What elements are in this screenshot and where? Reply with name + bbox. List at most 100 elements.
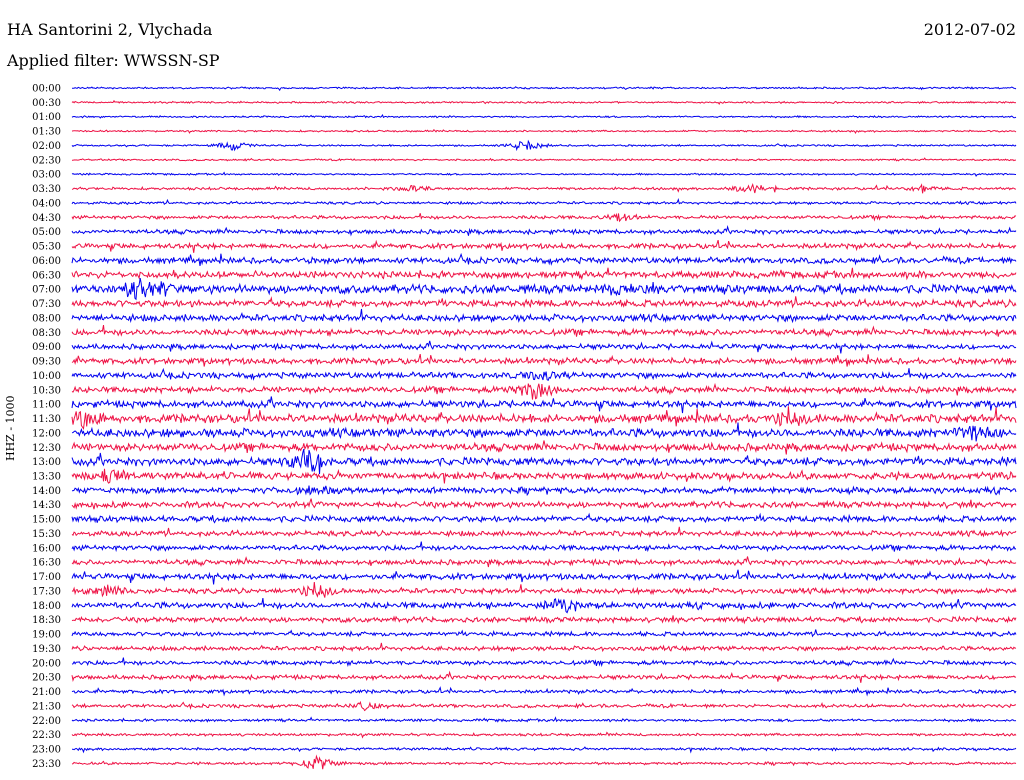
time-tick-label: 18:00 bbox=[32, 601, 61, 612]
trace-23:00 bbox=[72, 746, 1017, 754]
seismic-traces bbox=[71, 86, 1017, 770]
trace-10:00 bbox=[71, 367, 1017, 382]
time-tick-label: 06:30 bbox=[32, 270, 61, 281]
trace-18:00 bbox=[71, 598, 1017, 614]
tick-labels: 00:00 00:30 01:00 01:30 02:00 02:30 03:00 03:30… bbox=[32, 84, 61, 770]
time-tick-label: 06:00 bbox=[32, 256, 61, 267]
trace-22:30 bbox=[71, 731, 1017, 739]
time-tick-label: 21:30 bbox=[32, 701, 61, 712]
time-tick-label: 14:00 bbox=[32, 486, 61, 497]
time-tick-label: 07:30 bbox=[32, 299, 61, 310]
time-tick-label: 19:30 bbox=[32, 644, 61, 655]
time-tick-label: 15:00 bbox=[32, 515, 61, 526]
trace-13:00 bbox=[71, 448, 1017, 475]
time-tick-label: 03:30 bbox=[32, 184, 61, 195]
trace-18:30 bbox=[71, 615, 1017, 625]
time-tick-label: 20:00 bbox=[32, 658, 61, 669]
time-tick-label: 00:30 bbox=[32, 98, 61, 109]
time-tick-label: 07:00 bbox=[32, 285, 61, 296]
trace-17:30 bbox=[71, 581, 1017, 598]
time-tick-label: 15:30 bbox=[32, 529, 61, 540]
trace-02:00 bbox=[71, 139, 1017, 152]
trace-01:00 bbox=[71, 113, 1017, 119]
time-tick-label: 17:30 bbox=[32, 586, 61, 597]
time-tick-label: 01:30 bbox=[32, 127, 61, 138]
time-tick-label: 09:30 bbox=[32, 357, 61, 368]
time-tick-label: 03:00 bbox=[32, 170, 61, 181]
trace-14:00 bbox=[71, 485, 1017, 497]
trace-07:30 bbox=[71, 296, 1017, 309]
time-tick-label: 00:00 bbox=[32, 84, 61, 95]
time-tick-label: 16:30 bbox=[32, 558, 61, 569]
trace-13:30 bbox=[71, 468, 1017, 484]
trace-08:30 bbox=[71, 325, 1017, 338]
trace-03:30 bbox=[71, 183, 1017, 194]
time-tick-label: 04:00 bbox=[32, 198, 61, 209]
time-tick-label: 22:00 bbox=[32, 716, 61, 727]
trace-10:30 bbox=[71, 382, 1017, 400]
time-tick-label: 17:00 bbox=[32, 572, 61, 583]
trace-09:30 bbox=[71, 353, 1017, 367]
trace-15:00 bbox=[71, 512, 1017, 524]
time-tick-label: 11:00 bbox=[32, 400, 61, 411]
trace-06:30 bbox=[71, 267, 1017, 281]
time-tick-label: 09:00 bbox=[32, 342, 61, 353]
filter-label: Applied filter: WWSSN-SP bbox=[7, 51, 220, 70]
trace-02:30 bbox=[71, 157, 1016, 162]
time-tick-label: 19:00 bbox=[32, 630, 61, 641]
time-tick-label: 22:30 bbox=[32, 730, 61, 741]
trace-19:00 bbox=[71, 629, 1017, 638]
time-tick-label: 01:00 bbox=[32, 112, 61, 123]
time-tick-label: 14:30 bbox=[32, 500, 61, 511]
time-tick-label: 16:00 bbox=[32, 543, 61, 554]
trace-11:30 bbox=[71, 406, 1017, 430]
time-tick-label: 12:30 bbox=[32, 443, 61, 454]
trace-16:30 bbox=[71, 556, 1017, 568]
trace-19:30 bbox=[71, 642, 1017, 653]
time-tick-label: 10:30 bbox=[32, 385, 61, 396]
trace-05:00 bbox=[71, 225, 1017, 237]
trace-15:30 bbox=[71, 526, 1017, 539]
trace-05:30 bbox=[71, 239, 1017, 253]
trace-09:00 bbox=[71, 340, 1017, 354]
trace-17:00 bbox=[71, 569, 1017, 585]
trace-04:00 bbox=[71, 197, 1017, 206]
trace-01:30 bbox=[71, 128, 1017, 135]
time-tick-label: 08:30 bbox=[32, 328, 61, 339]
trace-11:00 bbox=[71, 396, 1017, 414]
station-title: HA Santorini 2, Vlychada bbox=[7, 20, 213, 39]
time-tick-label: 02:00 bbox=[32, 141, 61, 152]
date-label: 2012-07-02 bbox=[923, 20, 1016, 39]
trace-08:00 bbox=[71, 308, 1017, 324]
trace-03:00 bbox=[71, 171, 1016, 177]
trace-23:30 bbox=[71, 754, 1017, 770]
time-tick-label: 21:00 bbox=[32, 687, 61, 698]
time-tick-label: 05:30 bbox=[32, 242, 61, 253]
trace-07:00 bbox=[71, 278, 1017, 301]
time-tick-label: 13:30 bbox=[32, 471, 61, 482]
trace-20:00 bbox=[71, 657, 1017, 668]
time-tick-label: 02:30 bbox=[32, 155, 61, 166]
trace-00:00 bbox=[71, 86, 1017, 92]
time-tick-label: 12:00 bbox=[32, 428, 61, 439]
time-tick-label: 20:30 bbox=[32, 673, 61, 684]
trace-20:30 bbox=[71, 670, 1017, 683]
trace-06:00 bbox=[71, 252, 1017, 266]
time-tick-label: 05:00 bbox=[32, 227, 61, 238]
time-tick-label: 23:30 bbox=[32, 759, 61, 770]
trace-21:00 bbox=[71, 686, 1017, 697]
time-tick-label: 04:30 bbox=[32, 213, 61, 224]
time-tick-label: 10:00 bbox=[32, 371, 61, 382]
time-tick-label: 11:30 bbox=[32, 414, 61, 425]
trace-16:00 bbox=[71, 541, 1017, 553]
trace-22:00 bbox=[71, 716, 1017, 723]
trace-04:30 bbox=[71, 212, 1017, 223]
time-tick-label: 23:00 bbox=[32, 745, 61, 756]
time-tick-label: 13:00 bbox=[32, 457, 61, 468]
time-tick-label: 08:00 bbox=[32, 313, 61, 324]
trace-12:00 bbox=[71, 422, 1017, 442]
trace-00:30 bbox=[71, 99, 1017, 105]
trace-21:30 bbox=[71, 700, 1017, 712]
trace-14:30 bbox=[71, 498, 1017, 510]
